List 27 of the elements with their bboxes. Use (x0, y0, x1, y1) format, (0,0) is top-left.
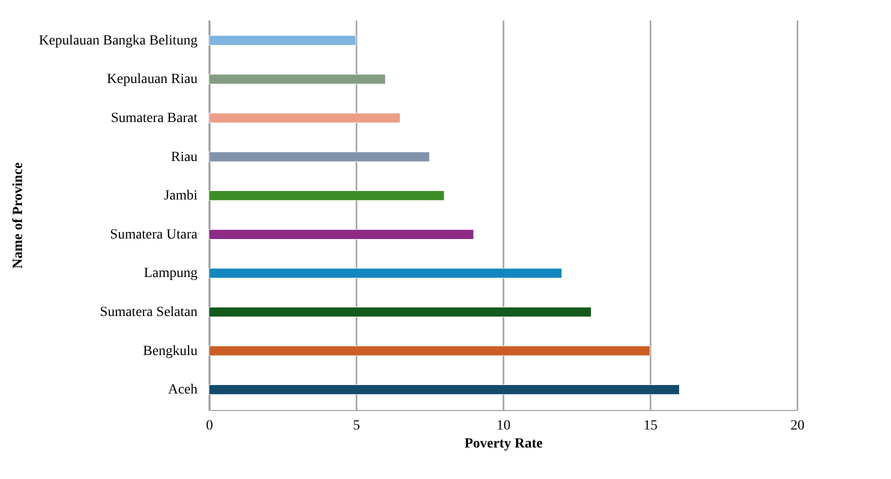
y-tick-label: Bengkulu (143, 344, 198, 359)
y-tick-label: Kepulauan Bangka Belitung (38, 33, 198, 48)
y-tick-label: Sumatera Selatan (100, 305, 198, 320)
bar (208, 190, 444, 201)
y-tick-label: Jambi (164, 188, 198, 204)
bar (208, 384, 680, 395)
bar (208, 112, 400, 124)
x-axis-title: Poverty Rate (464, 436, 543, 452)
y-tick-label: Sumatera Barat (110, 110, 198, 126)
y-tick-label: Kepulauan Riau (106, 72, 198, 88)
x-tick-label: 10 (496, 418, 510, 434)
bar (208, 306, 592, 318)
x-tick-label: 20 (790, 418, 804, 434)
x-tick-label: 15 (644, 418, 658, 434)
x-tick-label: 0 (206, 418, 213, 434)
y-axis-title: Name of Province (10, 162, 26, 269)
bar (208, 152, 430, 162)
bar (208, 268, 562, 278)
y-tick-label: Sumatera Utara (110, 227, 198, 242)
bar (208, 229, 474, 240)
y-tick-label: Lampung (144, 266, 198, 282)
y-tick-label: Aceh (168, 382, 198, 398)
y-tick-label: Riau (171, 150, 198, 165)
bar (208, 35, 356, 46)
bar (208, 346, 650, 356)
x-tick-label: 5 (353, 418, 360, 434)
bar (208, 74, 386, 84)
